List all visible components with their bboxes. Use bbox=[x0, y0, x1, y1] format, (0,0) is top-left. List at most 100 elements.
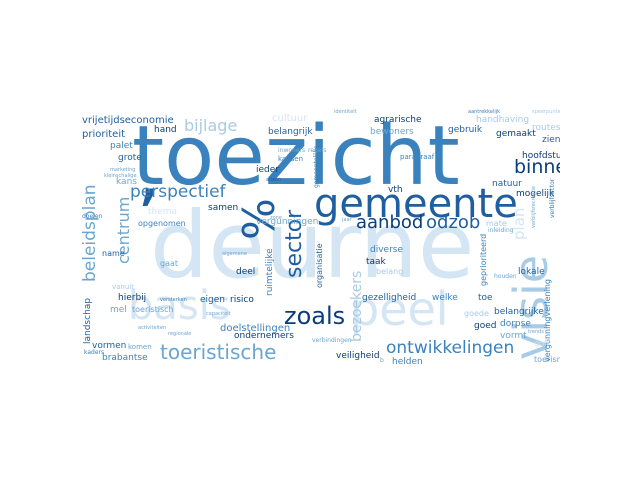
cloud-word-hoofdstuk: hoofdstuk bbox=[522, 151, 560, 161]
cloud-word-eigen: eigen bbox=[200, 295, 225, 305]
cloud-word-belang: belang bbox=[376, 267, 404, 276]
cloud-word-samen: samen bbox=[208, 203, 239, 213]
cloud-word-belangrijke: belangrijke bbox=[494, 307, 544, 317]
cloud-word-zoals: zoals bbox=[284, 302, 346, 330]
cloud-word-toe: toe bbox=[478, 293, 493, 303]
cloud-word-jaar: jaar bbox=[342, 217, 352, 223]
cloud-word-veiligheid: veiligheid bbox=[336, 351, 380, 361]
cloud-word-goed: goed bbox=[474, 321, 497, 331]
cloud-word-vormen: vormen bbox=[92, 341, 127, 351]
cloud-word-gemaakt: gemaakt bbox=[496, 129, 536, 139]
cloud-word-bezoekers: bezoekers bbox=[349, 270, 365, 342]
cloud-word-bewoners: bewoners bbox=[370, 127, 414, 137]
cloud-word-gezelligheid: gezelligheid bbox=[362, 293, 417, 303]
cloud-word-toeristische: toeristische bbox=[160, 340, 277, 364]
cloud-word-palet: palet bbox=[110, 141, 133, 151]
cloud-word-doelstellingen: doelstellingen bbox=[220, 323, 291, 334]
word-cloud: deurne toezicht ’ visie basis peel gemee… bbox=[80, 108, 560, 372]
cloud-word-helden: helden bbox=[392, 357, 423, 367]
cloud-word-prioriteit: prioriteit bbox=[82, 129, 126, 140]
cloud-word-ontwikkelingen: ontwikkelingen bbox=[386, 338, 515, 358]
cloud-word-gaat: gaat bbox=[160, 259, 179, 268]
cloud-word-algemene: algemene bbox=[222, 251, 247, 257]
cloud-word-basis: basis bbox=[128, 283, 231, 329]
cloud-word-hierbij: hierbij bbox=[118, 293, 147, 303]
cloud-word-vrijetijdseconomie: vrijetijdseconomie bbox=[82, 115, 174, 126]
cloud-word-inleiding: inleiding bbox=[488, 227, 514, 234]
cloud-word-verbindingen: verbindingen bbox=[312, 337, 352, 344]
cloud-word-taak: taak bbox=[366, 257, 386, 267]
cloud-word-mate: mate bbox=[486, 219, 507, 228]
cloud-word-kans: kans bbox=[116, 177, 137, 187]
cloud-word-regionale: regionale bbox=[168, 331, 192, 337]
cloud-word-aanbod: aanbod bbox=[356, 212, 424, 233]
cloud-word-binnen: binnen bbox=[514, 156, 560, 178]
cloud-word-gebruik: gebruik bbox=[448, 125, 483, 135]
cloud-word-routes: routes bbox=[532, 123, 560, 133]
cloud-word-ieder: ieder bbox=[256, 165, 279, 175]
cloud-word-speerpunten: speerpunten bbox=[532, 109, 560, 115]
cloud-word-welke: welke bbox=[432, 293, 458, 303]
cloud-word-kansen: kansen bbox=[278, 155, 304, 163]
cloud-word-zien: zien bbox=[542, 135, 560, 145]
cloud-word-landschap: landschap bbox=[83, 297, 93, 344]
cloud-word-kaders: kaders bbox=[84, 349, 105, 356]
cloud-word-komen: komen bbox=[128, 343, 152, 351]
cloud-word-mel: mel bbox=[110, 305, 127, 315]
cloud-word-beleidsplan: beleidsplan bbox=[80, 184, 100, 282]
cloud-word-organisatie: organisatie bbox=[315, 243, 324, 288]
cloud-word-thema: thema bbox=[148, 207, 178, 217]
cloud-word-deurne: deurne bbox=[150, 192, 475, 299]
cloud-word-geprioriteerd: geprioriteerd bbox=[479, 233, 488, 286]
cloud-word-lokale: lokale bbox=[518, 267, 545, 277]
cloud-word-toerisme: toerisme bbox=[534, 355, 560, 364]
cloud-word-regels: regels bbox=[308, 147, 327, 154]
cloud-word-capaciteit: capaciteit bbox=[206, 311, 231, 317]
cloud-word-goede: goede bbox=[464, 309, 489, 318]
cloud-word-ruimtelijke: ruimtelijke bbox=[265, 248, 275, 296]
cloud-word-gemeente: gemeente bbox=[314, 181, 518, 227]
cloud-word-kleinschalige: kleinschalige bbox=[104, 173, 137, 179]
cloud-word-odzob: odzob bbox=[426, 212, 481, 233]
cloud-word-grote: grote bbox=[118, 153, 142, 163]
cloud-word-b: b bbox=[380, 357, 384, 364]
cloud-word-quote: ’ bbox=[136, 173, 161, 262]
cloud-word-versterken: versterken bbox=[160, 297, 187, 303]
cloud-word-doelen: doelen bbox=[82, 213, 103, 220]
cloud-word-alleen: alleen bbox=[266, 177, 282, 183]
cloud-word-dorpse: dorpse bbox=[500, 319, 531, 329]
cloud-word-toezicht: toezicht bbox=[132, 109, 460, 204]
cloud-word-toeristisch: toeristisch bbox=[132, 305, 174, 314]
cloud-word-bijlage: bijlage bbox=[184, 116, 238, 135]
cloud-word-houden: houden bbox=[494, 273, 517, 280]
cloud-word-name: name bbox=[102, 249, 125, 258]
cloud-word-cultuur: cultuur bbox=[272, 113, 308, 124]
cloud-word-peel: peel bbox=[350, 282, 449, 336]
cloud-word-hand: hand bbox=[154, 125, 177, 135]
cloud-word-vergunningen: vergunningen bbox=[256, 217, 319, 227]
cloud-word-agrarische: agrarische bbox=[374, 115, 422, 125]
cloud-word-natuur: natuur bbox=[492, 179, 522, 189]
cloud-word-risico: risico bbox=[230, 295, 254, 305]
cloud-word-plan: plan bbox=[510, 207, 528, 240]
cloud-word-inwoners: inwoners bbox=[278, 147, 306, 154]
cloud-word-deel: deel bbox=[236, 267, 256, 277]
cloud-word-verblijfsrecreatie: verblijfsrecreatie bbox=[531, 185, 537, 228]
cloud-word-brabantse: brabantse bbox=[102, 353, 148, 363]
cloud-word-vergunningverlening: vergunningverlening bbox=[543, 279, 552, 362]
cloud-word-ondernemers: ondernemers bbox=[234, 331, 294, 341]
cloud-word-paragraaf: paragraaf bbox=[400, 153, 435, 161]
cloud-word-identiteit: identiteit bbox=[334, 109, 357, 115]
cloud-word-belangrijk: belangrijk bbox=[268, 127, 313, 137]
cloud-word-trends: trends bbox=[528, 329, 544, 335]
cloud-word-vth: vth bbox=[388, 185, 403, 195]
cloud-word-opgenomen: opgenomen bbox=[138, 219, 186, 228]
cloud-word-vanuit: vanuit bbox=[112, 283, 134, 291]
cloud-word-perspectief: perspectief bbox=[130, 182, 226, 202]
cloud-word-mogelijk: mogelijk bbox=[516, 189, 555, 199]
cloud-word-diverse: diverse bbox=[370, 245, 404, 255]
cloud-word-activiteiten: activiteiten bbox=[138, 325, 167, 331]
cloud-word-vormt: vormt bbox=[500, 331, 527, 341]
cloud-word-handhaving: handhaving bbox=[476, 115, 530, 125]
cloud-word-goff: goff bbox=[534, 339, 550, 348]
